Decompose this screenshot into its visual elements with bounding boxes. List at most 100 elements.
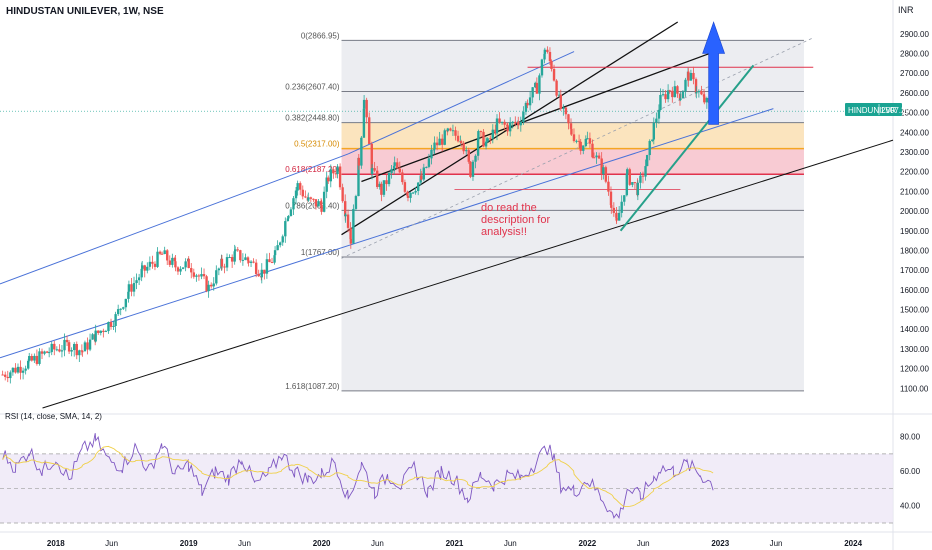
candle-body <box>459 141 463 144</box>
candle-body <box>681 91 685 99</box>
candle-body <box>390 168 393 174</box>
fib-level-label: 0(2866.95) <box>301 31 340 40</box>
candle-body <box>406 191 409 196</box>
price-tick-label: 1900.00 <box>900 227 929 236</box>
candle-body <box>645 155 649 167</box>
candle-body <box>491 129 495 139</box>
chart-title: HINDUSTAN UNILEVER, 1W, NSE <box>6 6 164 17</box>
candle-body <box>567 114 570 124</box>
channel-upper-blue[interactable] <box>0 153 349 285</box>
candle-body <box>467 150 470 162</box>
candle-body <box>555 80 558 96</box>
annotation-text[interactable]: analysis!! <box>481 226 527 238</box>
time-tick-label: 2023 <box>711 539 729 548</box>
price-tick-label: 1100.00 <box>900 384 929 393</box>
price-tick-label: 1700.00 <box>900 266 929 275</box>
candle-body <box>278 242 282 246</box>
candle-body <box>592 157 596 159</box>
annotation-text[interactable]: description for <box>481 214 550 226</box>
channel-black-lower[interactable] <box>361 48 721 183</box>
candle-body <box>641 175 645 177</box>
candle-body <box>548 51 552 62</box>
price-axis[interactable]: 1100.00 1200.00 1300.00 1400.00 1500.00 1600.… <box>900 30 929 393</box>
candle-body <box>664 94 667 100</box>
candle-body <box>451 130 455 132</box>
channel-upper-blue-ext[interactable] <box>347 51 575 155</box>
candle-body <box>705 98 709 103</box>
candle-body <box>292 198 295 210</box>
rsi-label: RSI (14, close, SMA, 14, 2) <box>5 412 102 421</box>
candle-body <box>668 90 671 92</box>
candle-body <box>349 227 352 240</box>
candle-body <box>655 118 658 123</box>
candle-body <box>435 142 439 146</box>
long-term-trendline[interactable] <box>42 139 894 409</box>
candle-body <box>569 123 573 129</box>
candle-body <box>433 142 436 150</box>
candle-body <box>11 367 15 373</box>
candle-body <box>63 339 66 351</box>
candle-body <box>122 307 125 309</box>
candle-body <box>322 191 326 212</box>
candle-body <box>425 166 428 168</box>
candle-body <box>387 173 391 185</box>
candle-body <box>294 190 298 199</box>
price-tick-label: 2500.00 <box>900 109 929 118</box>
candle-body <box>535 82 539 94</box>
candle-body <box>626 169 629 174</box>
candle-body <box>212 283 215 287</box>
candle-body <box>304 196 307 198</box>
time-tick-label: Jun <box>637 539 650 548</box>
candle-body <box>416 182 420 191</box>
candle-body <box>27 360 30 369</box>
candle-body <box>317 201 320 207</box>
annotation-text[interactable]: do read the <box>481 202 537 214</box>
candle-body <box>179 268 182 272</box>
rsi-sma-line <box>2 445 714 508</box>
fib-zone-05-0618 <box>341 148 804 175</box>
candle-body <box>403 182 407 192</box>
fib-retracement-box[interactable]: 0(2866.95) 0.236(2607.40) 0.382(2448.80) 0.… <box>285 31 804 392</box>
candle-body <box>385 180 388 185</box>
candle-body <box>260 269 263 278</box>
candle-body <box>30 356 33 361</box>
candle-body <box>577 140 581 142</box>
candle-body <box>325 177 328 192</box>
rsi-tick-label: 60.00 <box>900 467 921 476</box>
candle-body <box>484 141 488 147</box>
candle-body <box>241 259 245 261</box>
candle-body <box>360 137 363 166</box>
candle-body <box>341 187 344 202</box>
candle-body <box>28 356 31 361</box>
rsi-pane[interactable]: 80.00 60.00 40.00 <box>0 433 921 524</box>
candle-body <box>287 215 290 219</box>
candle-body <box>534 82 537 88</box>
candle-body <box>273 255 276 263</box>
channel-lower-blue[interactable] <box>0 108 774 359</box>
median-dashed-line[interactable] <box>341 37 814 259</box>
candle-body <box>119 308 122 310</box>
candle-body <box>320 205 323 212</box>
candle-body <box>676 86 679 94</box>
time-axis[interactable]: 2018 Jun 2019 Jun 2020 Jun 2021 Jun 2022 Jun 2023 J… <box>47 539 863 548</box>
candle-body <box>329 169 332 182</box>
candle-body <box>109 322 113 327</box>
candle-body <box>564 107 568 115</box>
candle-body <box>114 314 117 327</box>
candle-body <box>343 201 347 217</box>
candle-body <box>70 350 73 352</box>
candle-body <box>651 139 654 141</box>
price-tick-label: 1300.00 <box>900 345 929 354</box>
green-support-trendline[interactable] <box>619 64 755 232</box>
candle-body <box>132 283 136 292</box>
arrow-up-icon[interactable] <box>702 21 726 125</box>
candle-body <box>449 128 452 131</box>
candle-body <box>205 276 208 292</box>
time-tick-label: Jun <box>504 539 517 548</box>
candle-body <box>373 168 376 171</box>
candle-body <box>396 162 399 169</box>
candle-body <box>257 274 260 277</box>
candle-body <box>273 250 277 256</box>
candle-body <box>489 138 492 140</box>
